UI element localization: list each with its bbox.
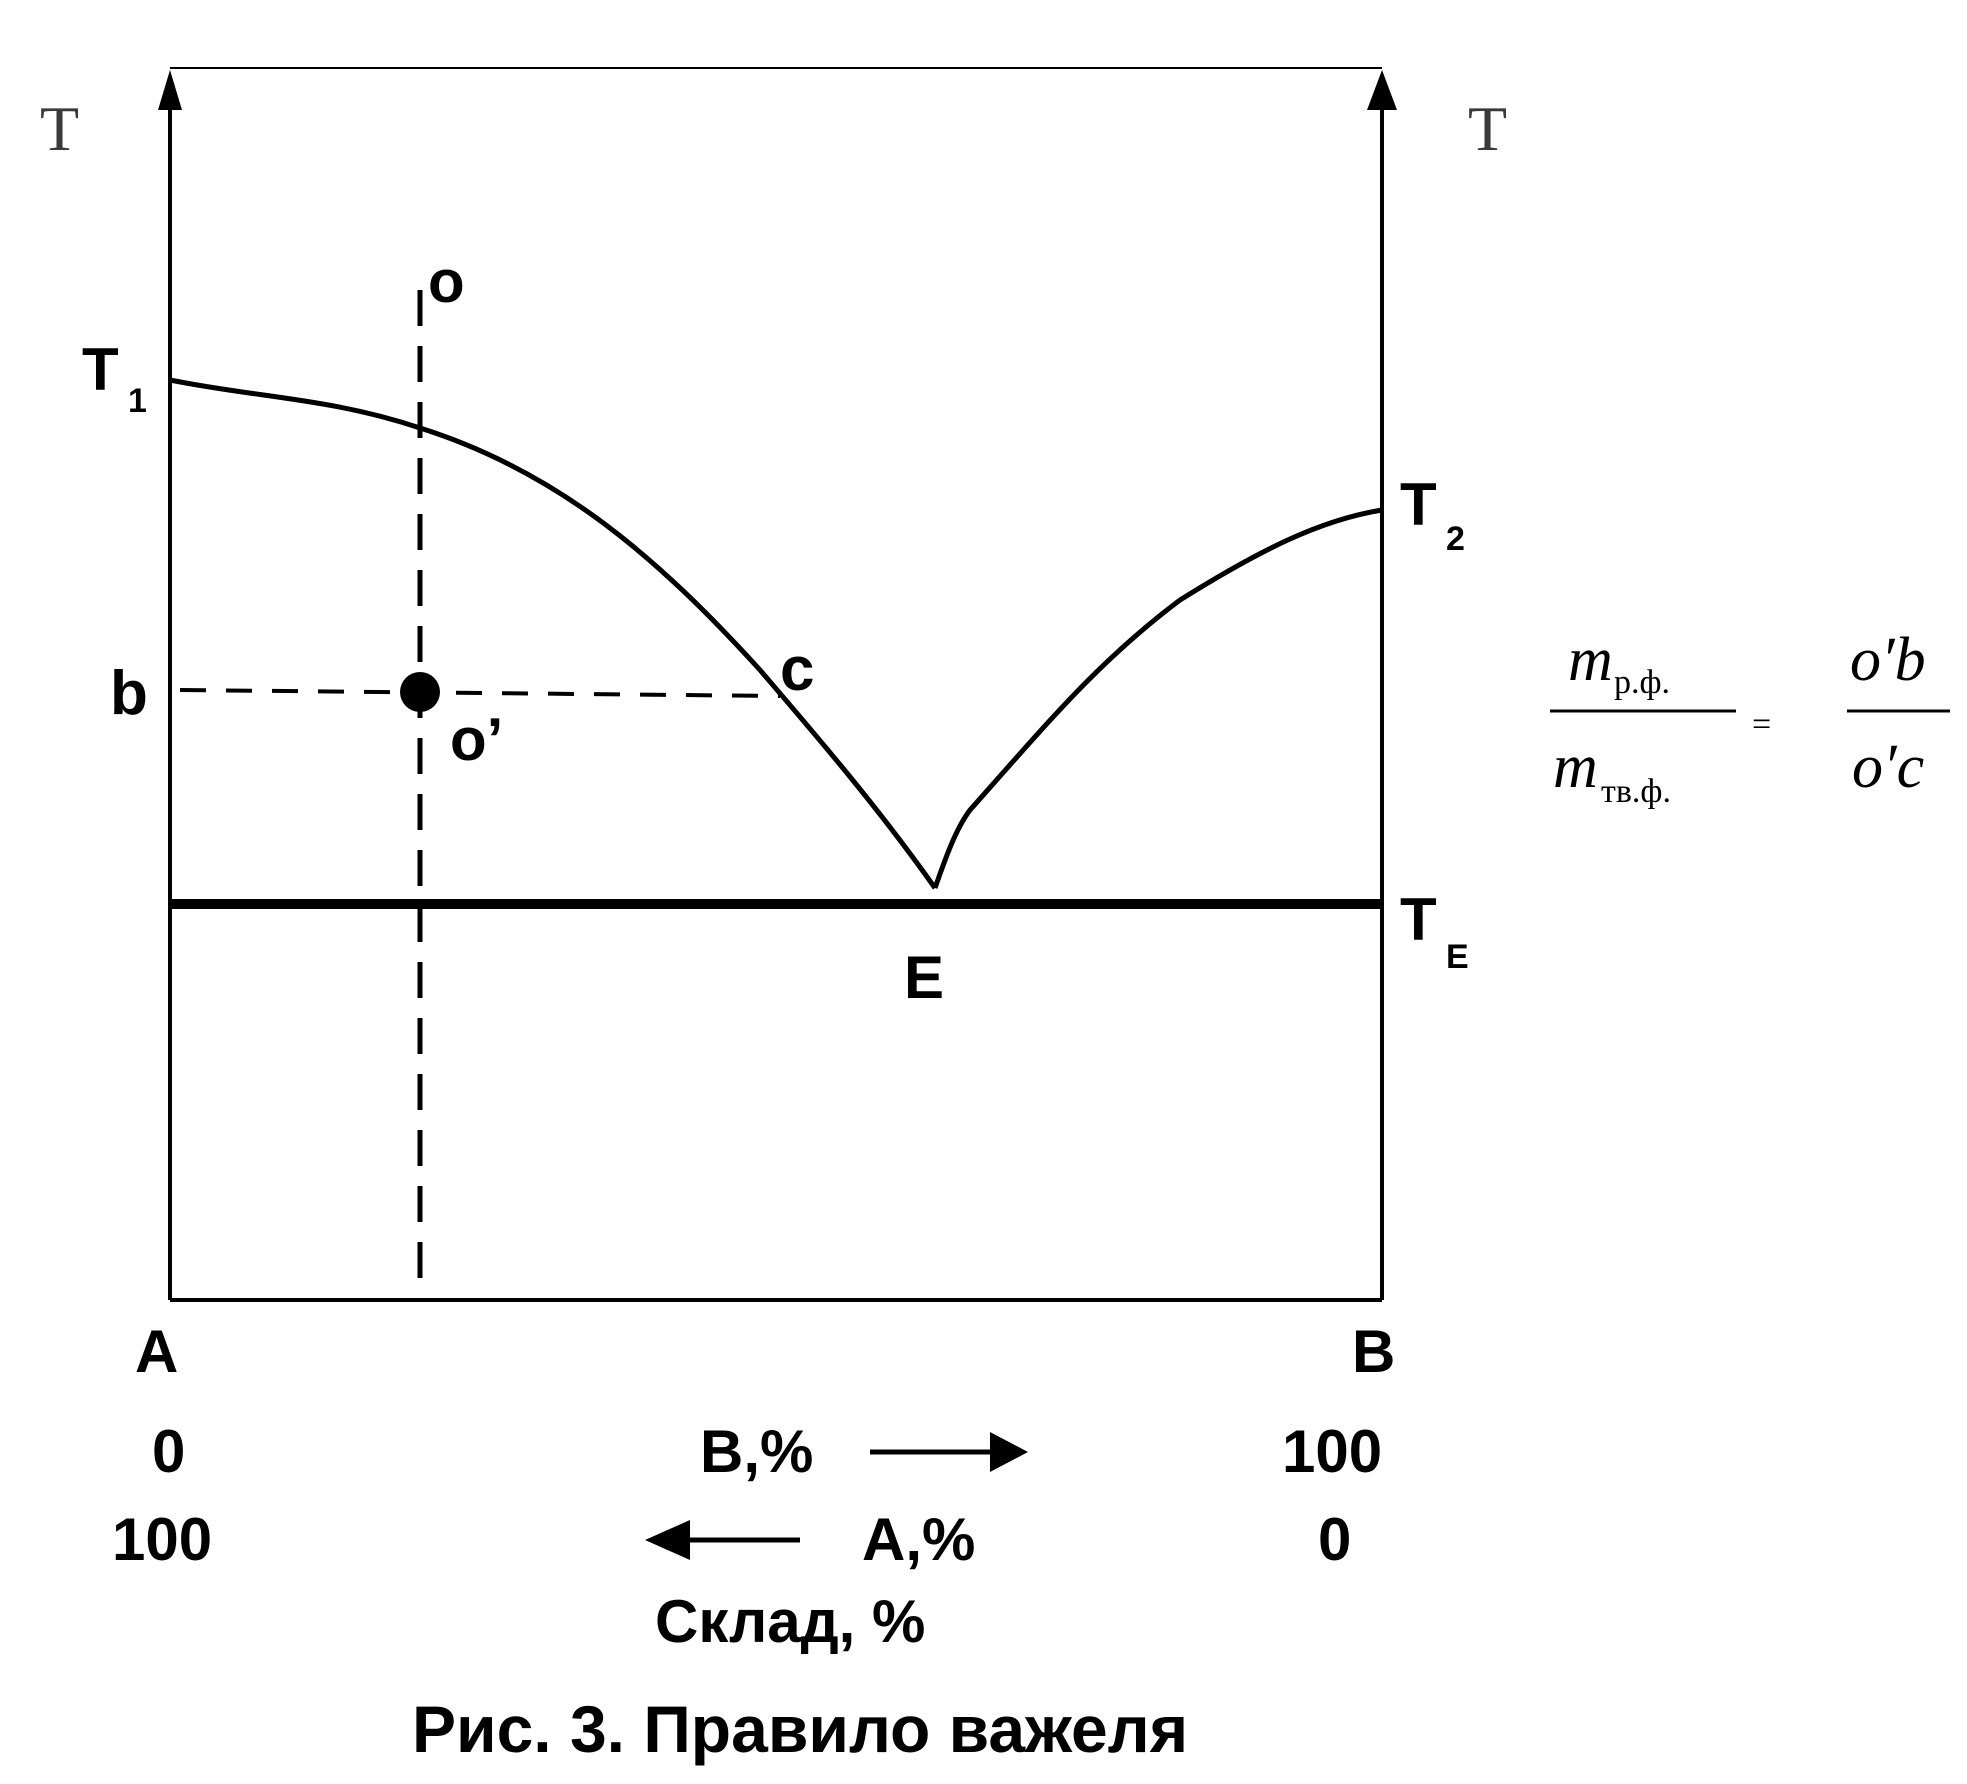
left-axis-label: T <box>40 93 79 164</box>
formula-den-left: m <box>1553 733 1598 801</box>
right-axis-arrowhead <box>1367 70 1397 110</box>
label-t1-sub: 1 <box>128 382 147 420</box>
label-o-prime: o’ <box>450 706 503 773</box>
left-arrow-icon <box>645 1520 690 1560</box>
left-b-value: 0 <box>152 1418 185 1485</box>
formula-den-right: o′c <box>1852 733 1924 801</box>
point-o-prime <box>400 672 440 712</box>
label-te-sub: E <box>1446 938 1469 976</box>
composition-label: Склад, % <box>655 1588 925 1655</box>
left-axis-arrowhead <box>158 70 182 110</box>
right-arrow-icon <box>990 1432 1028 1472</box>
label-t2-sub: 2 <box>1446 520 1465 558</box>
right-b-value: 100 <box>1282 1418 1382 1485</box>
formula-equals: = <box>1752 706 1771 743</box>
label-o: o <box>428 248 465 315</box>
formula-num-left: m <box>1568 626 1613 694</box>
b-percent-label: B,% <box>700 1418 813 1485</box>
formula-num-right: o′b <box>1850 626 1926 694</box>
label-c: c <box>780 635 814 704</box>
label-b: b <box>110 659 148 728</box>
liquidus-curve-a <box>169 377 938 890</box>
left-a-value: 100 <box>112 1506 212 1573</box>
tie-line <box>179 688 781 698</box>
label-t2-main: T <box>1400 471 1437 538</box>
a-percent-label: A,% <box>862 1506 975 1573</box>
right-a-value: 0 <box>1318 1506 1351 1573</box>
lever-rule-formula: m р.ф. m тв.ф. = o′b o′c <box>1550 626 1950 810</box>
component-a-label: A <box>135 1318 178 1385</box>
component-b-label: B <box>1352 1318 1395 1385</box>
label-te-main: T <box>1400 886 1437 953</box>
label-e: E <box>904 944 944 1011</box>
figure-caption: Рис. 3. Правило важеля <box>412 1692 1188 1766</box>
liquidus-curve-b <box>932 507 1383 889</box>
label-t1-main: T <box>82 336 119 403</box>
formula-num-left-sub: р.ф. <box>1614 664 1670 701</box>
formula-den-left-sub: тв.ф. <box>1601 773 1671 810</box>
right-axis-label: T <box>1468 93 1507 164</box>
